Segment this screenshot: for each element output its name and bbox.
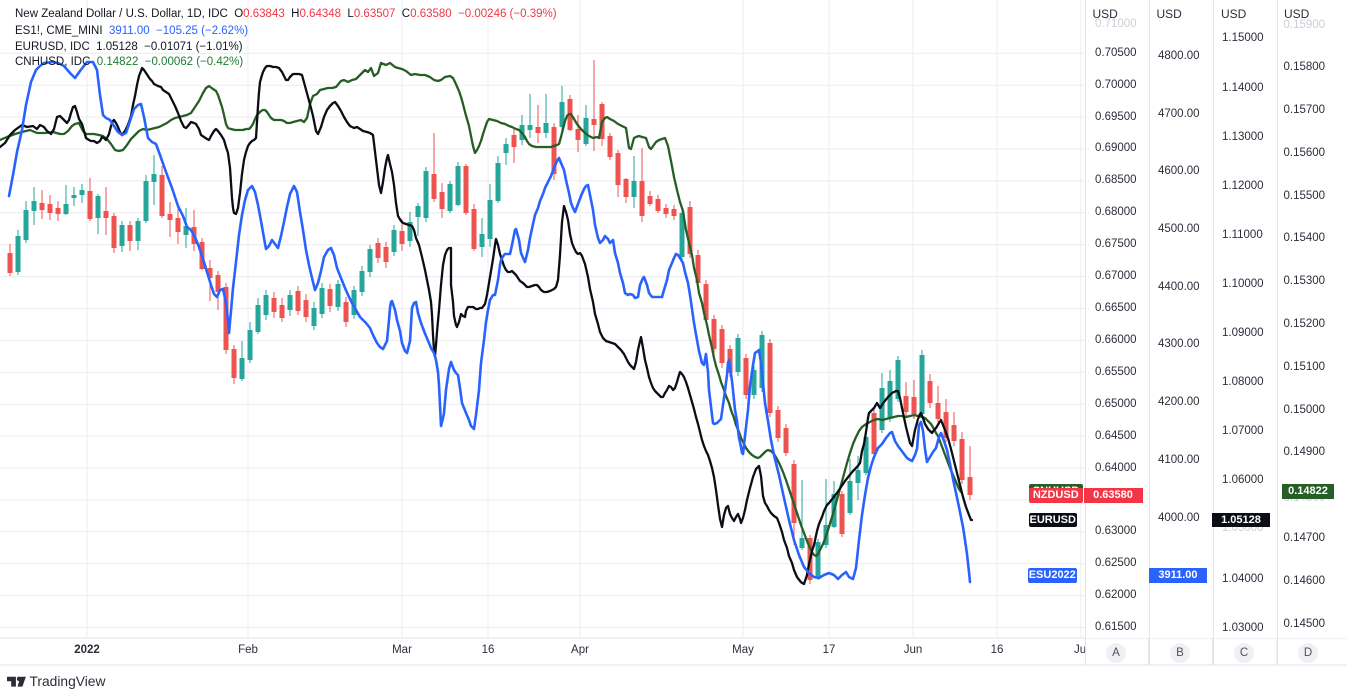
- svg-text:TradingView: TradingView: [29, 675, 105, 689]
